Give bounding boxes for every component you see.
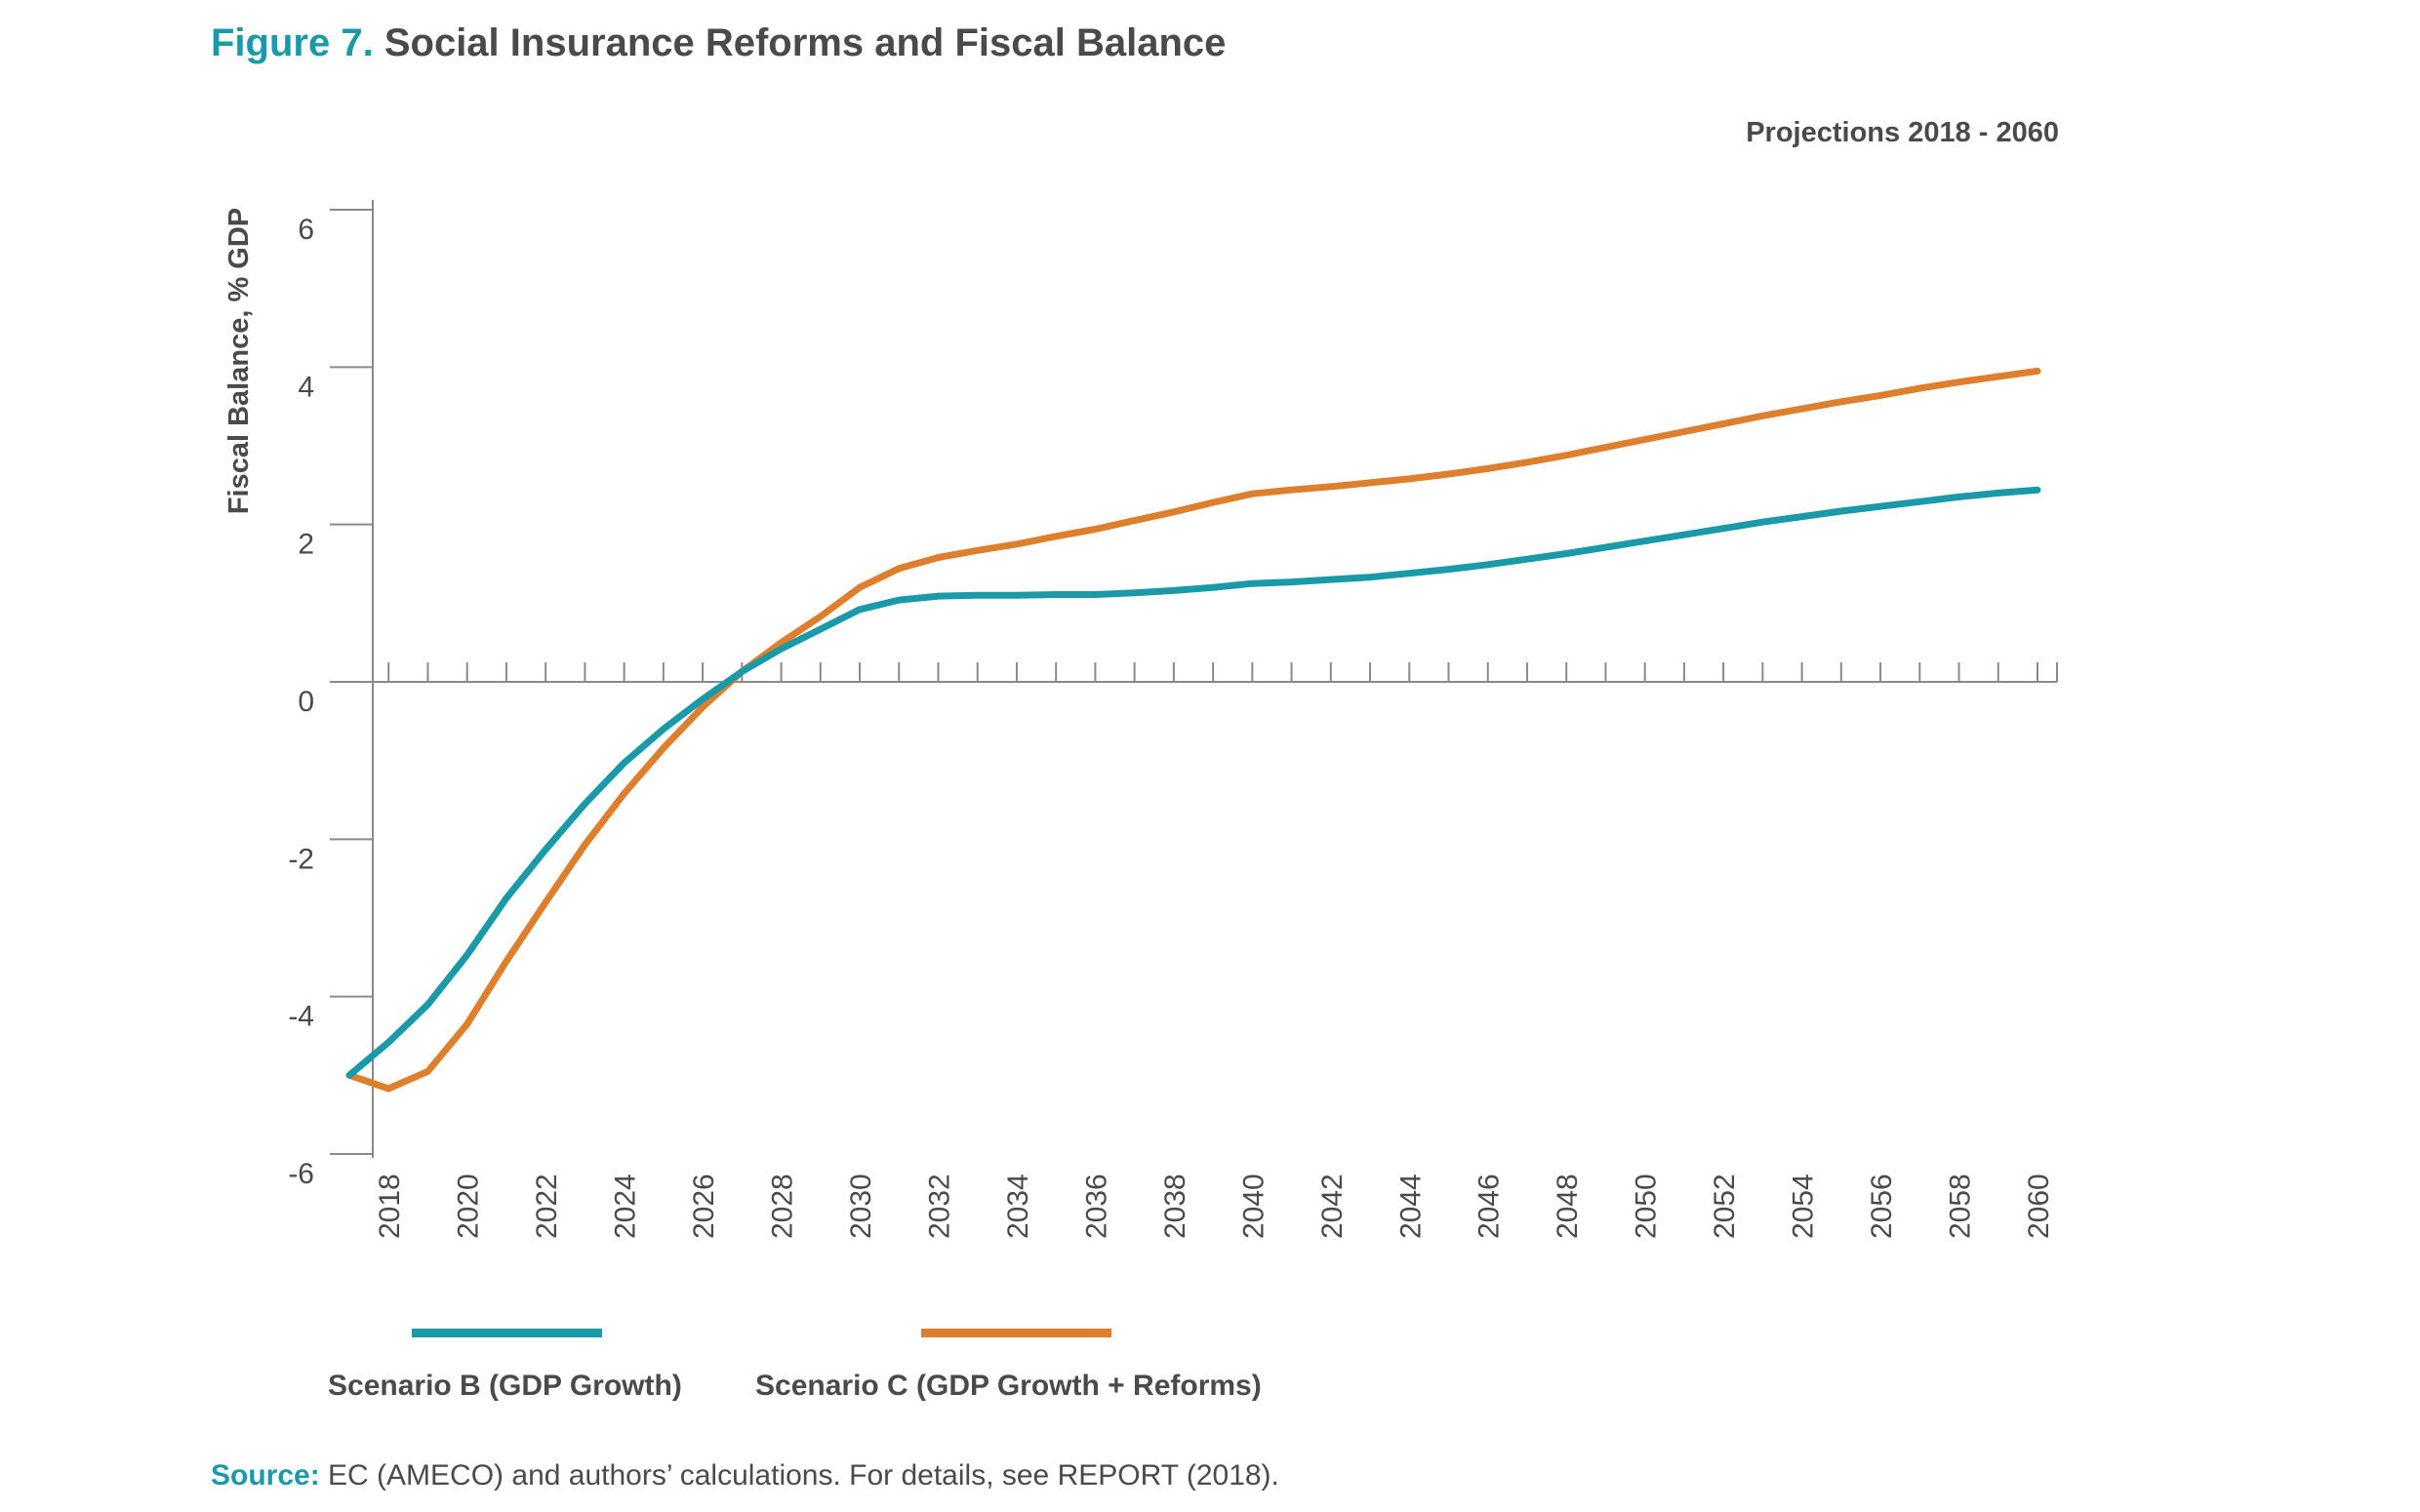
x-tick-label: 2038 bbox=[1159, 1174, 1191, 1239]
legend-item-scenario-b: Scenario B (GDP Growth) bbox=[328, 1319, 714, 1407]
legend-label-scenario-b: Scenario B (GDP Growth) bbox=[328, 1370, 682, 1402]
x-tick-label: 2036 bbox=[1080, 1174, 1112, 1239]
x-tick-label: 2024 bbox=[610, 1174, 642, 1239]
chart-series bbox=[345, 367, 2041, 1093]
source-text: EC (AMECO) and authors’ calculations. Fo… bbox=[328, 1459, 1279, 1492]
x-tick-label: 2050 bbox=[1631, 1174, 1663, 1239]
chart-axes bbox=[330, 200, 2058, 1158]
x-tick-label: 2042 bbox=[1316, 1174, 1349, 1239]
x-tick-label: 2054 bbox=[1788, 1174, 1820, 1239]
x-tick-label: 2040 bbox=[1237, 1174, 1270, 1239]
x-tick-label: 2034 bbox=[1002, 1174, 1034, 1239]
y-tick-label: 2 bbox=[298, 529, 314, 561]
x-tick-label: 2046 bbox=[1473, 1174, 1506, 1239]
chart-subtitle: Projections 2018 - 2060 bbox=[1746, 117, 2059, 148]
figure-title-text: Social Insurance Reforms and Fiscal Bala… bbox=[383, 21, 1227, 64]
x-tick-label: 2044 bbox=[1394, 1174, 1427, 1239]
legend-label-scenario-c: Scenario C (GDP Growth + Reforms) bbox=[755, 1370, 1262, 1402]
x-tick-label: 2058 bbox=[1945, 1174, 1977, 1239]
y-tick-label: 4 bbox=[298, 371, 314, 403]
y-tick-label: -4 bbox=[288, 1001, 314, 1033]
x-tick-label: 2028 bbox=[767, 1174, 799, 1239]
x-tick-label: 2030 bbox=[845, 1174, 877, 1239]
source-label: Source: bbox=[211, 1459, 320, 1492]
x-tick-label: 2020 bbox=[453, 1174, 485, 1239]
x-tick-label: 2026 bbox=[688, 1174, 720, 1239]
x-tick-label: 2060 bbox=[2023, 1174, 2055, 1239]
legend-item-scenario-c: Scenario C (GDP Growth + Reforms) bbox=[755, 1319, 1331, 1407]
x-tick-label: 2048 bbox=[1552, 1174, 1584, 1239]
y-tick-label: 6 bbox=[298, 214, 314, 246]
chart-labels: 6 4 2 0 -2 -4 -6 2018 2020 2022 2024 2026 2028 2030 20… bbox=[223, 208, 2055, 1239]
x-tick-label: 2056 bbox=[1866, 1174, 1898, 1239]
x-tick-label: 2022 bbox=[531, 1174, 563, 1239]
x-tick-label: 2018 bbox=[374, 1174, 406, 1239]
y-axis-title: Fiscal Balance, % GDP bbox=[223, 208, 255, 514]
y-tick-label: -6 bbox=[288, 1158, 314, 1190]
x-tick-label: 2032 bbox=[923, 1174, 955, 1239]
legend-swatch-scenario-b bbox=[412, 1329, 602, 1337]
y-tick-label: 0 bbox=[298, 686, 314, 718]
source-note: Source: EC (AMECO) and authors’ calculat… bbox=[211, 1459, 1279, 1492]
x-tick-label: 2052 bbox=[1709, 1174, 1741, 1239]
figure-title: Figure 7. Social Insurance Reforms and F… bbox=[211, 21, 1226, 65]
figure-number: Figure 7. bbox=[211, 21, 374, 64]
series-line-scenario-b bbox=[345, 486, 2041, 1079]
y-tick-label: -2 bbox=[288, 843, 314, 875]
series-line-scenario-c bbox=[345, 367, 2041, 1093]
legend-swatch-scenario-c bbox=[921, 1329, 1111, 1337]
